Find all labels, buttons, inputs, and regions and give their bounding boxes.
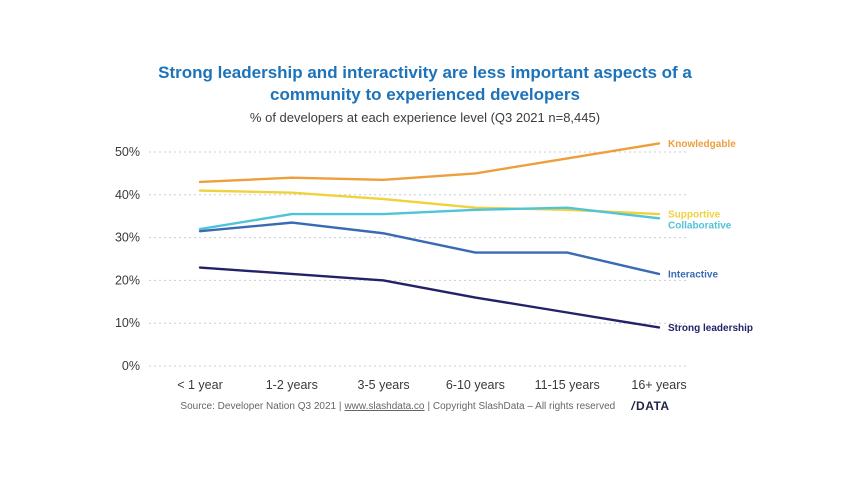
- series-line-interactive: [198, 221, 661, 276]
- series-label-supportive: Supportive: [668, 210, 721, 221]
- chart-title: Strong leadership and interactivity are …: [0, 62, 850, 106]
- chart-title-line2: community to experienced developers: [270, 85, 580, 104]
- y-tick-label: 30%: [115, 231, 140, 245]
- series-label-knowledgable: Knowledgable: [668, 139, 736, 150]
- y-tick-label: 50%: [115, 145, 140, 159]
- chart-title-line1: Strong leadership and interactivity are …: [158, 63, 692, 82]
- line-chart-svg: 0% 10% 20% 30% 40% 50% < 1 year 1-2 years 3-5 ye…: [115, 139, 753, 392]
- x-tick-label: 11-15 years: [535, 378, 600, 392]
- y-tick-label: 20%: [115, 273, 140, 287]
- y-tick-label: 0%: [122, 359, 140, 373]
- source-text-prefix: Source: Developer Nation Q3 2021 |: [180, 400, 342, 412]
- series-line-strong-leadership: [198, 266, 661, 329]
- chart-subtitle: % of developers at each experience level…: [249, 110, 601, 125]
- x-tick-label: 16+ years: [631, 378, 686, 392]
- y-tick-label: 40%: [115, 188, 140, 202]
- series-label-collaborative: Collaborative: [668, 221, 732, 232]
- source-text: Source: Developer Nation Q3 2021 | www.sl…: [180, 401, 615, 412]
- series-line-knowledgable: [198, 142, 661, 184]
- x-tick-label: 6-10 years: [446, 378, 505, 392]
- line-chart: 0% 10% 20% 30% 40% 50% < 1 year 1-2 years 3-5 ye…: [85, 127, 785, 399]
- slashdata-link[interactable]: www.slashdata.co: [344, 400, 425, 412]
- source-footer: Source: Developer Nation Q3 2021 | www.sl…: [0, 399, 850, 413]
- x-tick-label: 3-5 years: [358, 378, 410, 392]
- series-label-interactive: Interactive: [668, 269, 718, 280]
- source-text-suffix: | Copyright SlashData – All rights reser…: [427, 400, 616, 412]
- slash-icon: /: [631, 399, 636, 413]
- series-line-collaborative: [198, 206, 661, 231]
- series-label-strong-leadership: Strong leadership: [668, 323, 753, 334]
- slashdata-logo: /DATA: [631, 399, 669, 413]
- x-tick-label: 1-2 years: [266, 378, 318, 392]
- y-tick-label: 10%: [115, 316, 140, 330]
- x-tick-label: < 1 year: [177, 378, 223, 392]
- slashdata-logo-text: DATA: [636, 399, 670, 413]
